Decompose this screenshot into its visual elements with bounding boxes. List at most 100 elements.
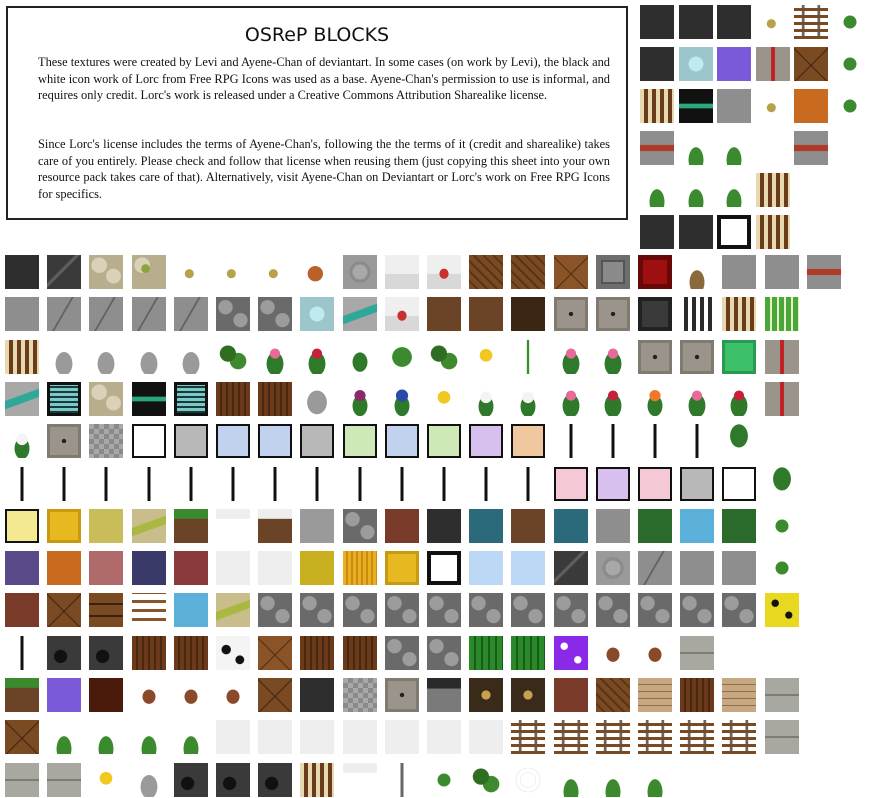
texture-tile-palm — [764, 466, 799, 501]
texture-tile-planks-diag — [595, 678, 630, 712]
texture-tile-bar — [553, 424, 588, 459]
texture-tile-diamond-gray — [680, 466, 715, 501]
texture-tile-flower-purple — [342, 381, 377, 416]
texture-tile-snow — [342, 720, 377, 755]
texture-tile-snow-top — [216, 508, 250, 543]
texture-tile-brick — [553, 678, 588, 712]
texture-tile-snow-top — [342, 762, 377, 797]
texture-tile-bar — [511, 466, 546, 501]
texture-tile-dirt — [469, 297, 504, 332]
texture-tile-flower-orange — [638, 381, 672, 416]
texture-tile-stone-brick — [47, 762, 82, 797]
texture-tile-leaves-vine — [469, 762, 504, 797]
texture-tile-planks-cross — [5, 720, 39, 755]
texture-tile-flower-pink — [595, 339, 630, 374]
texture-tile-diamond-green — [427, 424, 461, 459]
texture-tile-bar — [47, 466, 82, 501]
texture-tile-bark — [342, 635, 377, 670]
texture-tile-vine — [764, 508, 799, 543]
texture-tile-stone-gray — [717, 89, 751, 123]
texture-tile-planks-cross — [47, 593, 82, 628]
texture-tile-grass — [173, 508, 208, 543]
texture-tile-stone-panel — [553, 297, 588, 332]
texture-tile-bar — [342, 466, 377, 501]
texture-tile-stone-panel — [595, 297, 630, 332]
texture-tile-lever — [384, 762, 419, 797]
texture-tile-snow — [258, 720, 293, 755]
texture-tile-orange — [47, 551, 82, 586]
texture-tile-snow-mound — [384, 255, 419, 289]
texture-tile-stone-crack — [173, 297, 208, 332]
texture-tile-bar — [638, 424, 672, 459]
texture-tile-emerald-ore — [5, 381, 39, 416]
texture-tile-item-small — [173, 255, 208, 289]
texture-tile-plant-gray — [89, 339, 124, 374]
texture-tile-grass-tuft — [717, 173, 751, 207]
texture-tile-snow — [216, 720, 250, 755]
texture-tile-iron-grate — [680, 297, 715, 332]
texture-tile-item-small — [216, 255, 250, 289]
texture-tile-coal-ore — [47, 635, 82, 670]
texture-tile-stone-gray — [680, 551, 715, 586]
texture-tile-vine — [832, 5, 867, 39]
texture-tile-bark — [680, 678, 715, 712]
texture-tile-flower-pink — [258, 339, 293, 374]
texture-tile-round-bush — [384, 339, 419, 374]
texture-tile-gravel — [300, 508, 335, 543]
texture-tile-flower-white — [469, 381, 504, 416]
texture-tile-cobble-gray — [216, 297, 250, 332]
texture-tile-planks-cross — [258, 678, 293, 712]
texture-tile-coal-ore — [89, 635, 124, 670]
texture-tile-stone-gray — [722, 255, 757, 289]
texture-tile-green — [722, 508, 757, 543]
texture-tile-cobble-gray — [553, 593, 588, 628]
texture-tile-obsidian-dark — [678, 5, 713, 39]
texture-tile-mushroom — [216, 678, 250, 712]
texture-tile-teal-grate — [173, 381, 208, 416]
texture-tile-dirt — [511, 508, 546, 543]
texture-tile-sand-green — [131, 508, 166, 543]
texture-tile-planks-diamond — [258, 635, 293, 670]
texture-tile-planks — [722, 678, 757, 712]
texture-tile-planks-diamond — [553, 255, 588, 289]
texture-tile-coal-ore — [216, 762, 250, 797]
texture-tile-bar — [216, 466, 250, 501]
texture-tile-bar — [300, 466, 335, 501]
texture-tile-snow — [469, 720, 504, 755]
texture-tile-orange — [794, 89, 828, 123]
texture-tile-door — [89, 593, 124, 628]
license-paragraph: Since Lorc's license includes the terms … — [38, 137, 610, 201]
texture-tile-cobble-gray — [258, 593, 293, 628]
texture-tile-mushroom — [595, 635, 630, 670]
texture-tile-rail — [511, 720, 546, 755]
texture-tile-web — [511, 762, 546, 797]
texture-tile-green — [638, 508, 672, 543]
texture-tile-cobble-gray — [300, 593, 335, 628]
texture-tile-obsidian-dark — [640, 215, 674, 249]
texture-tile-vine — [832, 47, 867, 81]
texture-tile-diamond-gray — [173, 424, 208, 459]
texture-tile-cobble-gray — [722, 593, 757, 628]
texture-tile-obsidian-dark — [640, 47, 674, 81]
texture-tile-mushroom — [638, 635, 672, 670]
texture-tile-gold — [384, 551, 419, 586]
texture-tile-grass-tuft — [678, 173, 713, 207]
credits-box: OSReP BLOCKS These textures were created… — [6, 6, 628, 220]
texture-tile-deepslate — [300, 678, 335, 712]
texture-tile-stone-crack — [47, 297, 82, 332]
texture-tile-snow — [300, 720, 335, 755]
texture-tile-brick-red — [794, 131, 828, 165]
texture-tile-purple — [5, 551, 39, 586]
texture-tile-grass-tuft — [47, 720, 82, 755]
texture-tile-flower-blue — [384, 381, 419, 416]
texture-tile-flower-yellow — [89, 762, 124, 797]
texture-tile-stone-gray — [5, 297, 39, 332]
texture-tile-stone-brick — [5, 762, 39, 797]
texture-tile-bar — [427, 466, 461, 501]
texture-tile-vine — [764, 551, 799, 586]
texture-tile-olive — [300, 551, 335, 586]
texture-tile-wall-lever — [755, 47, 790, 81]
texture-tile-grass-tuft — [553, 762, 588, 797]
texture-tile-flower-yellow — [427, 381, 461, 416]
texture-tile-stone-crack — [89, 297, 124, 332]
